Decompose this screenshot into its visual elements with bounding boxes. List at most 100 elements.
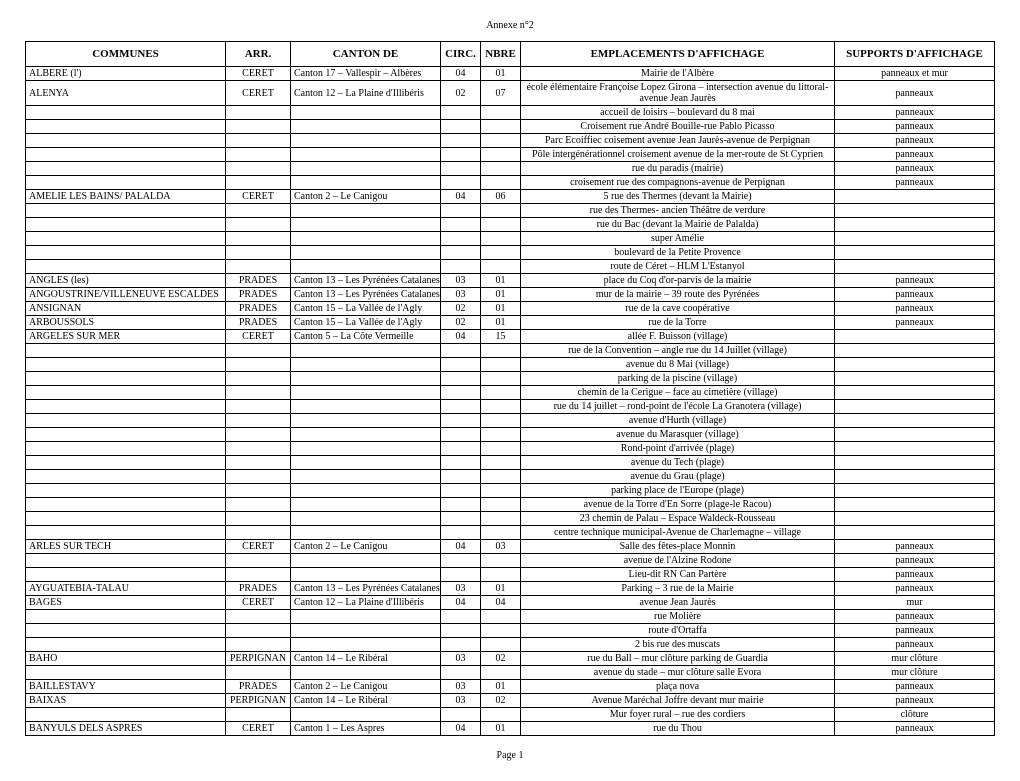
cell <box>481 666 521 680</box>
cell: super Amélie <box>521 232 835 246</box>
cell: panneaux <box>835 624 995 638</box>
table-row: parking place de l'Europe (plage) <box>26 484 995 498</box>
cell: Parc Ecoiffiec coisement avenue Jean Jau… <box>521 134 835 148</box>
table-row: rue Molièrepanneaux <box>26 610 995 624</box>
cell: 04 <box>441 330 481 344</box>
cell <box>441 400 481 414</box>
table-row: ARGELES SUR MERCERETCanton 5 – La Côte V… <box>26 330 995 344</box>
cell <box>291 120 441 134</box>
cell: CERET <box>226 81 291 106</box>
table-row: centre technique municipal-Avenue de Cha… <box>26 526 995 540</box>
cell: panneaux <box>835 106 995 120</box>
cell <box>26 414 226 428</box>
page-number: Page 1 <box>25 750 995 761</box>
cell: BAGES <box>26 596 226 610</box>
cell <box>291 246 441 260</box>
cell: accueil de loisirs – boulevard du 8 mai <box>521 106 835 120</box>
cell <box>481 484 521 498</box>
col-emplacement: EMPLACEMENTS D'AFFICHAGE <box>521 42 835 67</box>
cell: 04 <box>441 190 481 204</box>
cell <box>226 344 291 358</box>
cell <box>835 190 995 204</box>
table-row: avenue de l'Alzine Rodonepanneaux <box>26 554 995 568</box>
cell: 04 <box>481 596 521 610</box>
cell: ARGELES SUR MER <box>26 330 226 344</box>
table-row: rue du Bac (devant la Mairie de Palalda) <box>26 218 995 232</box>
cell: 03 <box>441 582 481 596</box>
cell <box>26 610 226 624</box>
cell <box>481 120 521 134</box>
cell: avenue de la Torre d'En Sorre (plage-le … <box>521 498 835 512</box>
affichage-table: COMMUNES ARR. CANTON DE CIRC. NBRE EMPLA… <box>25 41 995 736</box>
cell <box>291 610 441 624</box>
cell: panneaux <box>835 288 995 302</box>
cell <box>226 120 291 134</box>
cell <box>291 442 441 456</box>
cell <box>291 344 441 358</box>
table-header-row: COMMUNES ARR. CANTON DE CIRC. NBRE EMPLA… <box>26 42 995 67</box>
cell: panneaux <box>835 610 995 624</box>
cell <box>441 666 481 680</box>
cell <box>291 106 441 120</box>
cell <box>291 470 441 484</box>
cell <box>481 148 521 162</box>
cell <box>226 106 291 120</box>
table-row: 2 bis rue des muscatspanneaux <box>26 638 995 652</box>
cell <box>26 484 226 498</box>
cell <box>226 526 291 540</box>
cell <box>26 554 226 568</box>
col-support: SUPPORTS D'AFFICHAGE <box>835 42 995 67</box>
cell <box>291 568 441 582</box>
cell <box>835 344 995 358</box>
cell <box>26 232 226 246</box>
cell: boulevard de la Petite Provence <box>521 246 835 260</box>
cell <box>291 218 441 232</box>
cell: Lieu-dit RN Can Partère <box>521 568 835 582</box>
table-row: rue du paradis (mairie)panneaux <box>26 162 995 176</box>
cell: Mairie de l'Albère <box>521 67 835 81</box>
cell: rue du Ball – mur clôture parking de Gua… <box>521 652 835 666</box>
cell: Canton 2 – Le Canigou <box>291 680 441 694</box>
cell <box>481 526 521 540</box>
cell <box>441 512 481 526</box>
col-arr: ARR. <box>226 42 291 67</box>
table-row: croisement rue des compagnons-avenue de … <box>26 176 995 190</box>
cell <box>291 176 441 190</box>
cell: panneaux <box>835 134 995 148</box>
cell: rue des Thermes- ancien Théâtre de verdu… <box>521 204 835 218</box>
cell: mur <box>835 596 995 610</box>
cell <box>26 526 226 540</box>
cell <box>291 232 441 246</box>
table-row: avenue de la Torre d'En Sorre (plage-le … <box>26 498 995 512</box>
cell: PRADES <box>226 302 291 316</box>
table-row: ALENYACERETCanton 12 – La Plaine d'Illib… <box>26 81 995 106</box>
cell: PRADES <box>226 274 291 288</box>
cell <box>441 134 481 148</box>
cell <box>26 386 226 400</box>
cell <box>26 162 226 176</box>
cell <box>26 442 226 456</box>
cell <box>291 666 441 680</box>
cell: Canton 1 – Les Aspres <box>291 722 441 736</box>
cell <box>441 232 481 246</box>
cell <box>441 470 481 484</box>
table-row: avenue du stade – mur clôture salle Evor… <box>26 666 995 680</box>
cell: 01 <box>481 288 521 302</box>
cell: 02 <box>481 694 521 708</box>
cell <box>226 176 291 190</box>
cell: 15 <box>481 330 521 344</box>
cell: panneaux <box>835 176 995 190</box>
cell <box>481 386 521 400</box>
cell: panneaux <box>835 568 995 582</box>
cell <box>26 204 226 218</box>
cell <box>835 512 995 526</box>
cell <box>835 386 995 400</box>
col-circ: CIRC. <box>441 42 481 67</box>
cell: place du Coq d'or-parvis de la mairie <box>521 274 835 288</box>
cell <box>481 414 521 428</box>
cell <box>226 512 291 526</box>
cell: panneaux <box>835 680 995 694</box>
cell: croisement rue des compagnons-avenue de … <box>521 176 835 190</box>
cell <box>291 638 441 652</box>
cell: Rond-point d'arrivée (plage) <box>521 442 835 456</box>
